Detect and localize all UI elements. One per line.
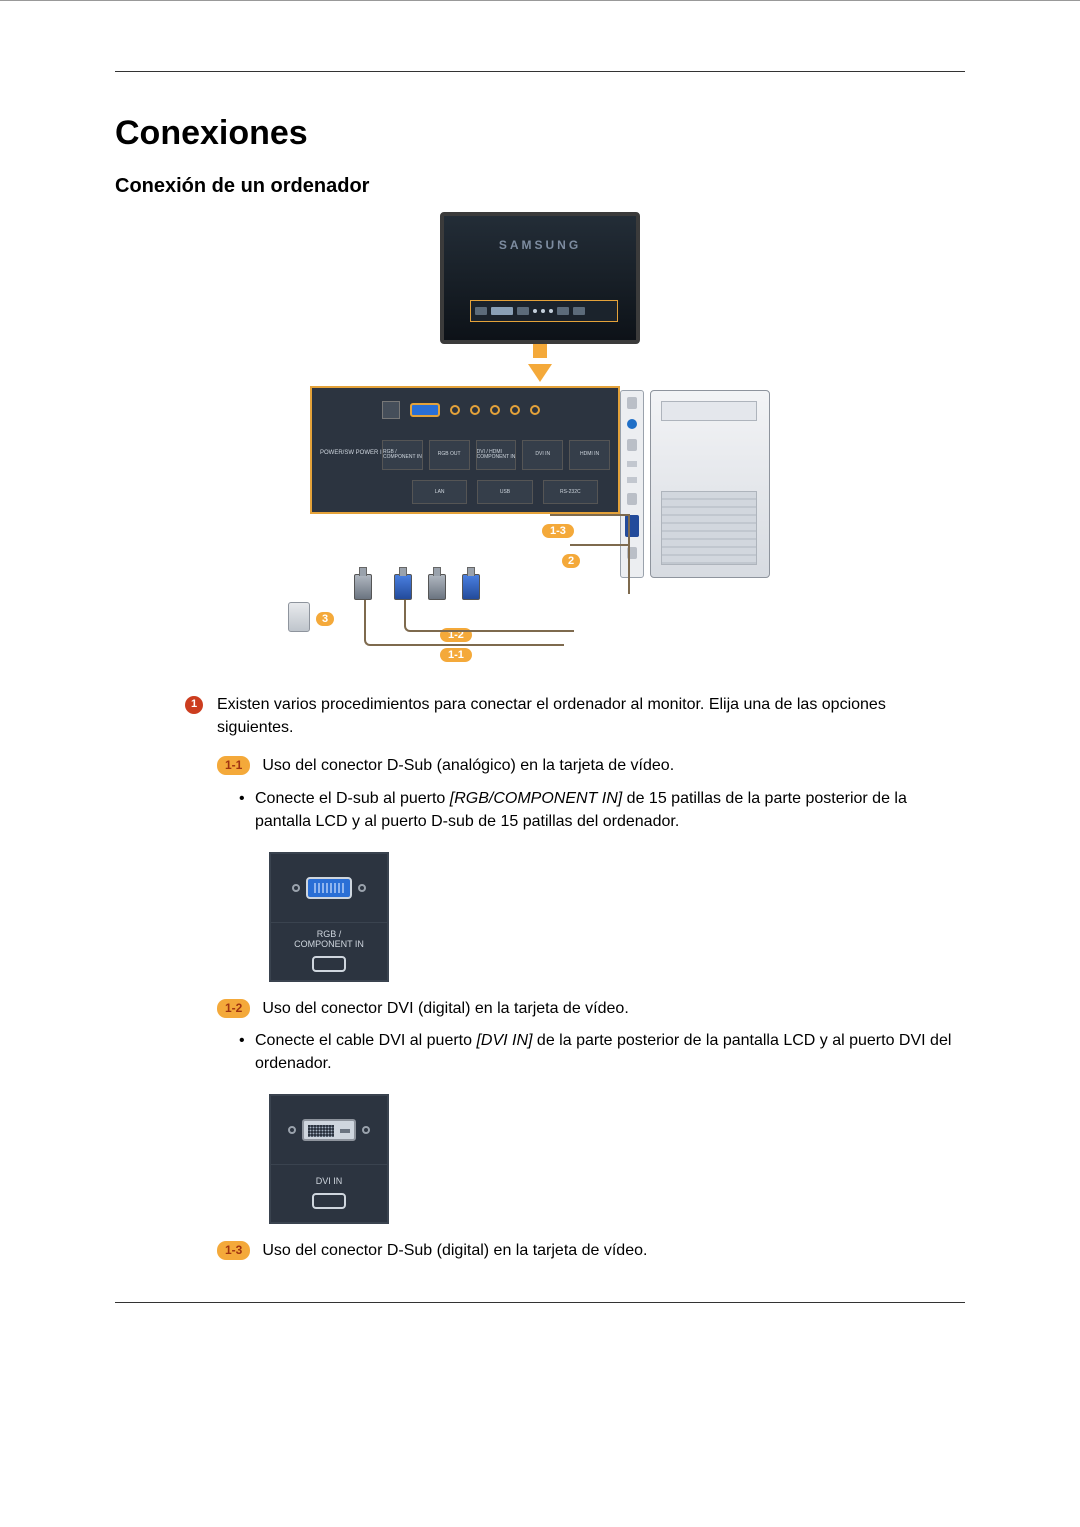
panel-port-label: RS-232C xyxy=(543,480,598,504)
pc-tower-illustration xyxy=(650,390,770,578)
dvi-connector-icon xyxy=(302,1119,356,1141)
panel-port-label: RGB / COMPONENT IN xyxy=(382,440,423,470)
port-name: [RGB/COMPONENT IN] xyxy=(450,790,622,807)
vga-port-icon xyxy=(410,403,440,417)
monitor-illustration: SAMSUNG xyxy=(440,212,640,344)
step-number-badge: 1 xyxy=(185,696,203,714)
panel-port-label: DVI IN xyxy=(522,440,563,470)
substep-lead: Uso del conector D-Sub (digital) en la t… xyxy=(262,1240,965,1263)
panel-port-label: USB xyxy=(477,480,532,504)
callout-pill: 3 xyxy=(316,612,334,626)
substep-lead: Uso del conector D-Sub (analógico) en la… xyxy=(262,755,965,778)
panel-port-label: HDMI IN xyxy=(569,440,610,470)
plug-icon xyxy=(428,574,446,600)
substep-badge: 1-3 xyxy=(217,1241,250,1260)
connection-diagram: SAMSUNG POWER/SW POWER IN RGB / COMPONEN… xyxy=(310,212,770,664)
arrow-down-icon xyxy=(533,344,547,358)
substep-bullet: Conecte el cable DVI al puerto [DVI IN] … xyxy=(239,1030,965,1075)
port-figure-label: RGB / COMPONENT IN xyxy=(294,930,364,950)
intro-text: Existen varios procedimientos para conec… xyxy=(217,694,965,739)
panel-port-label: DVI / HDMI COMPONENT IN xyxy=(476,440,517,470)
substep-bullet: Conecte el D-sub al puerto [RGB/COMPONEN… xyxy=(239,788,965,833)
kensington-lock-icon xyxy=(288,602,310,632)
vga-plug-icon xyxy=(462,574,480,600)
substep-lead: Uso del conector DVI (digital) en la tar… xyxy=(262,998,965,1021)
monitor-back-panel: POWER/SW POWER IN RGB / COMPONENT IN RGB… xyxy=(310,386,620,514)
page-title: Conexiones xyxy=(115,114,965,153)
panel-port-label: RGB OUT xyxy=(429,440,470,470)
vga-plug-icon xyxy=(394,574,412,600)
plug-icon xyxy=(354,574,372,600)
power-label: POWER/SW POWER IN xyxy=(320,450,386,456)
vga-connector-icon xyxy=(306,877,352,899)
port-figure-label: DVI IN xyxy=(316,1177,343,1187)
monitor-brand-label: SAMSUNG xyxy=(444,238,636,252)
panel-port-label: LAN xyxy=(412,480,467,504)
rgb-port-figure: RGB / COMPONENT IN xyxy=(269,852,389,982)
monitor-port-strip xyxy=(470,300,618,322)
substep-badge: 1-1 xyxy=(217,756,250,775)
dvi-port-figure: DVI IN xyxy=(269,1094,389,1224)
section-subtitle: Conexión de un ordenador xyxy=(115,175,965,198)
port-name: [DVI IN] xyxy=(476,1032,532,1049)
callout-pill: 1-1 xyxy=(440,648,472,662)
substep-badge: 1-2 xyxy=(217,999,250,1018)
